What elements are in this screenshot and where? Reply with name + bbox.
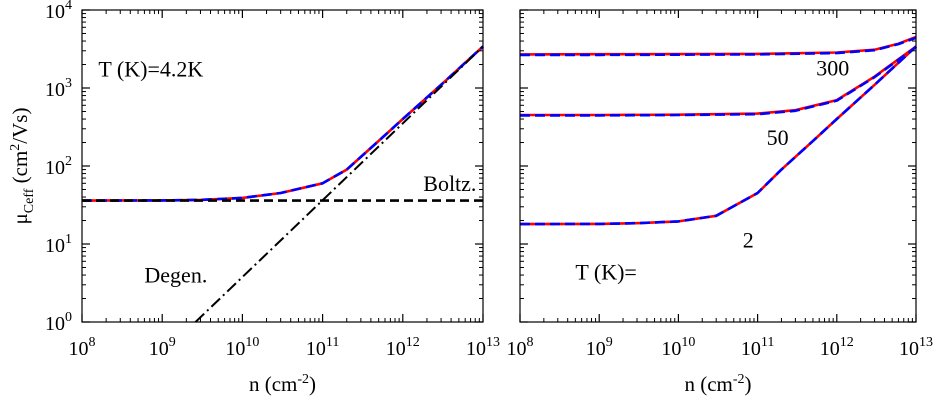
series-line-blue-dashed-50	[520, 45, 917, 117]
series-line-red-solid-50	[520, 45, 917, 117]
annotation-label: T (K)=	[575, 260, 637, 285]
x-tick-label: 1013	[466, 335, 500, 360]
x-tick-label: 109	[149, 335, 176, 360]
annotation-label: T (K)=4.2K	[98, 57, 203, 82]
right-panel-temperatures: 108 109 1010 1011 1012 1013 n (cm-2) 300 50 2 T (K…	[507, 9, 933, 396]
annotation-label: 300	[816, 55, 849, 80]
x-tick-label: 1010	[225, 335, 259, 360]
series-line-blue-dashed-300	[519, 36, 917, 57]
annotation-label: Degen.	[144, 263, 207, 288]
y-tick-label: 103	[45, 76, 72, 101]
series-line-red-solid-2	[519, 45, 917, 226]
x-tick-label: 109	[586, 335, 613, 360]
x-tick-label: 1012	[820, 335, 854, 360]
x-tick-label: 1010	[661, 335, 695, 360]
x-axis-label: n (cm-2)	[684, 372, 751, 396]
series-line-black-dashdot	[194, 45, 484, 323]
x-axis-label: n (cm-2)	[249, 372, 316, 396]
x-tick-label: 1012	[386, 335, 420, 360]
x-tick-label: 1011	[306, 335, 339, 360]
x-tick-label: 108	[69, 335, 96, 360]
annotation-label: 50	[767, 125, 789, 150]
annotation-label: 2	[743, 228, 754, 253]
x-tick-label: 1013	[899, 335, 933, 360]
y-tick-label: 104	[45, 0, 72, 23]
y-tick-label: 101	[45, 232, 72, 257]
x-tick-label: 108	[507, 335, 534, 360]
y-tick-label: 100	[45, 310, 72, 335]
x-tick-label: 1011	[741, 335, 774, 360]
annotation-label: Boltz.	[423, 171, 476, 196]
y-tick-label: 102	[45, 154, 72, 179]
series-line-blue-dashed-2	[519, 45, 917, 226]
y-axis-label: μCeff (cm2/Vs)	[8, 108, 37, 225]
left-panel-4.2K: 108 109 1010 1011 1012 1013 100 101 102 103 104 n (…	[8, 0, 500, 396]
